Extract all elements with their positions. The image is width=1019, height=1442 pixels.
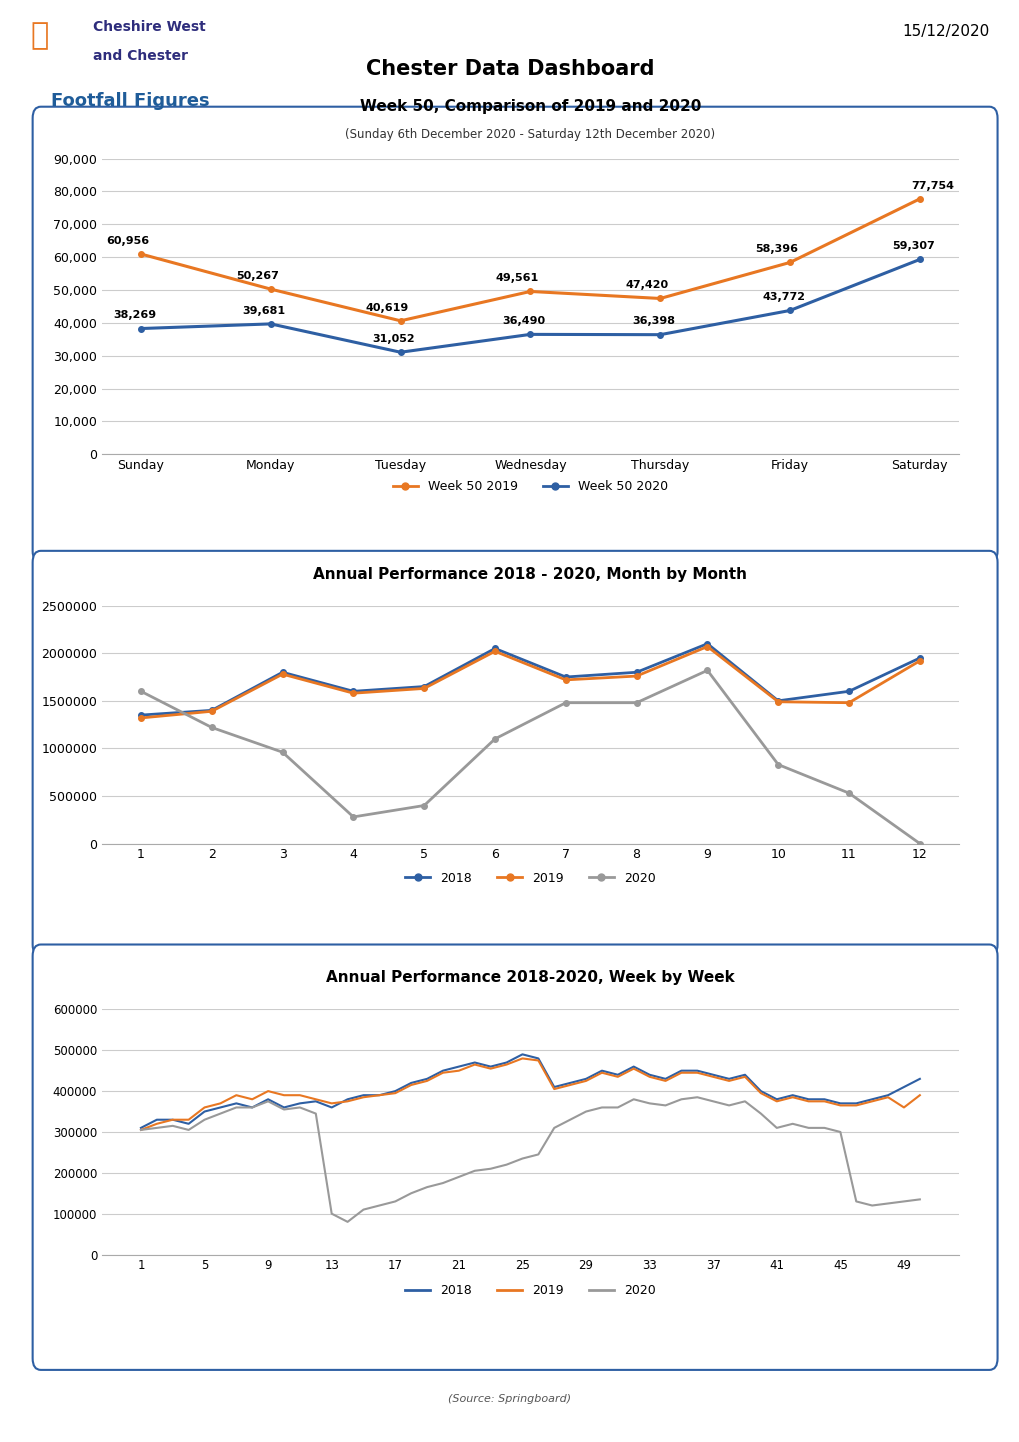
Text: 59,307: 59,307 [891, 241, 933, 251]
Text: 60,956: 60,956 [106, 236, 150, 245]
Text: 77,754: 77,754 [910, 180, 954, 190]
Text: 50,267: 50,267 [236, 271, 279, 281]
Text: 36,398: 36,398 [632, 316, 675, 326]
Text: 39,681: 39,681 [243, 306, 285, 316]
Text: Annual Performance 2018-2020, Week by Week: Annual Performance 2018-2020, Week by We… [326, 970, 734, 985]
Text: Chester Data Dashboard: Chester Data Dashboard [366, 59, 653, 79]
Text: Annual Performance 2018 - 2020, Month by Month: Annual Performance 2018 - 2020, Month by… [313, 567, 747, 583]
Legend: 2018, 2019, 2020: 2018, 2019, 2020 [399, 867, 660, 890]
Text: 40,619: 40,619 [366, 303, 409, 313]
Text: Cheshire West: Cheshire West [94, 20, 206, 35]
Text: 49,561: 49,561 [495, 273, 538, 283]
Text: Footfall Figures: Footfall Figures [51, 92, 210, 110]
Legend: Week 50 2019, Week 50 2020: Week 50 2019, Week 50 2020 [387, 476, 673, 499]
Text: (Source: Springboard): (Source: Springboard) [448, 1394, 571, 1403]
Text: 15/12/2020: 15/12/2020 [901, 25, 988, 39]
Text: (Sunday 6th December 2020 - Saturday 12th December 2020): (Sunday 6th December 2020 - Saturday 12t… [345, 128, 714, 141]
Text: 43,772: 43,772 [761, 293, 804, 303]
Text: 31,052: 31,052 [372, 335, 415, 345]
Text: 38,269: 38,269 [113, 310, 156, 320]
Legend: 2018, 2019, 2020: 2018, 2019, 2020 [399, 1279, 660, 1302]
Text: Week 50, Comparison of 2019 and 2020: Week 50, Comparison of 2019 and 2020 [360, 99, 700, 114]
Text: 47,420: 47,420 [625, 280, 668, 290]
Text: and Chester: and Chester [94, 49, 189, 63]
Text: 58,396: 58,396 [755, 244, 798, 254]
Text: 36,490: 36,490 [501, 316, 545, 326]
Text: 🦁: 🦁 [31, 22, 49, 50]
